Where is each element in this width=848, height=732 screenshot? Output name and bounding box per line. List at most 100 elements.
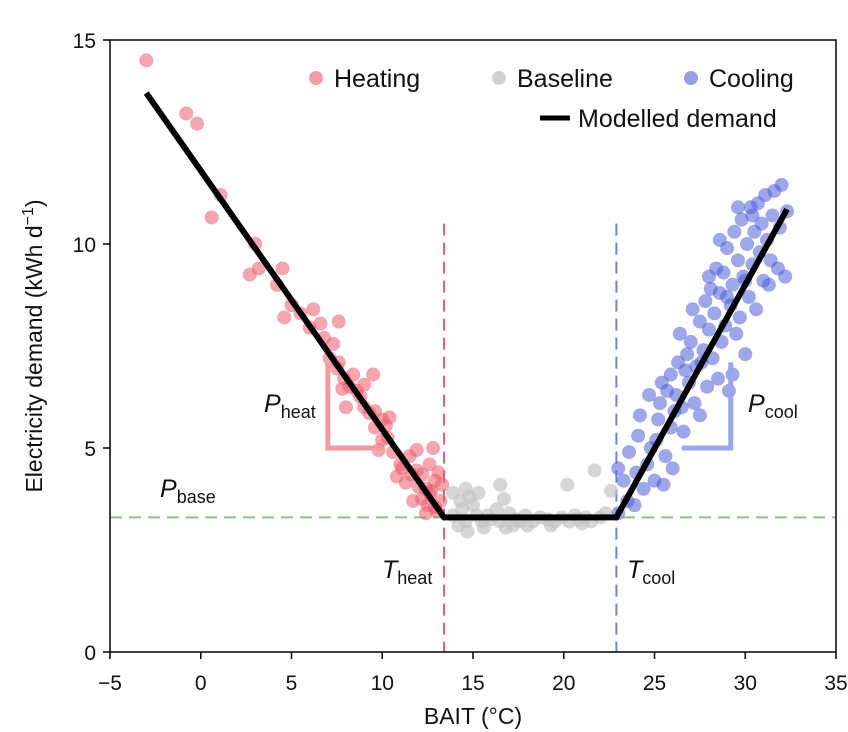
t-heat-sub: heat [397,568,432,588]
cooling-point [712,232,727,247]
y-tick-label: 5 [84,438,96,461]
cooling-point [730,253,745,268]
legend-item-cooling[interactable]: Cooling [684,65,794,93]
p-heat-main: P [264,390,281,418]
heating-point [306,302,321,317]
cooling-point [656,477,671,492]
baseline-point [544,518,559,533]
p-cool-main: P [748,390,765,418]
y-axis-title-sup: −1 [20,207,37,225]
x-axis-title: BAIT (°C) [424,703,522,729]
cooling-point [654,375,669,390]
cooling-point [651,412,666,427]
baseline-point [560,477,575,492]
cooling-point [778,269,793,284]
heating-point [422,457,437,472]
cooling-point [616,473,631,488]
heating-point [313,316,328,331]
x-tick-label: −5 [98,672,122,695]
cooling-point [701,322,716,337]
cooling-point [685,302,700,317]
x-tick-label: 30 [734,672,757,695]
cooling-point [665,461,680,476]
heating-point [338,400,353,415]
cooling-point [730,200,745,215]
y-axis-title: Electricity demand (kWh d−1) [20,199,47,492]
heating-point [426,441,441,455]
heating-point [204,210,219,225]
heating-point [139,53,154,68]
cooling-point [707,306,722,321]
cooling-point [687,396,702,411]
p-cool-sub: cool [765,402,798,422]
x-tick-label: 15 [461,672,484,695]
heating-point [275,261,290,276]
heating-point [179,106,194,121]
x-tick-label: 35 [824,672,847,695]
heating-point [366,367,381,382]
legend-item-modelled[interactable]: Modelled demand [540,105,777,133]
heating-point [431,465,446,480]
cooling-point [727,224,742,239]
legend-cooling-label: Cooling [709,65,794,93]
x-tick-label: 20 [552,672,575,695]
baseline-point [460,524,475,539]
slope-brackets [325,362,734,451]
baseline-point [496,492,511,506]
legend-modelled-label: Modelled demand [578,105,777,133]
cooling-point [642,387,657,402]
legend-heating-marker [309,71,323,85]
y-tick-label: 0 [84,642,96,665]
t-heat-main: T [382,556,399,584]
cooling-point [692,408,707,423]
legend-heating-label: Heating [334,65,420,93]
cooling-point [676,424,691,439]
cooling-point [658,449,673,464]
p-cool-annotation: Pcool [748,390,798,422]
heating-point [277,310,292,325]
heating-point [418,506,433,521]
p-base-annotation: Pbase [160,475,216,507]
t-cool-sub: cool [642,568,675,588]
baseline-point [587,463,602,478]
baseline-point [476,520,491,535]
x-axis-ticks: −5 0 5 10 15 20 25 30 35 [98,652,848,695]
cooling-point [740,237,755,251]
baseline-point [520,518,535,533]
x-tick-label: 5 [286,672,298,695]
baseline-point [493,477,508,492]
cooling-point [622,445,637,460]
y-axis-title-close: ) [21,199,47,207]
cooling-point [711,371,726,386]
baseline-point [603,483,618,498]
cooling-point [700,379,715,394]
heating-point [357,377,372,392]
p-base-main: P [160,475,177,503]
cooling-point [749,302,764,317]
heating-point [326,336,341,351]
p-heat-annotation: Pheat [264,390,316,422]
legend-item-heating[interactable]: Heating [309,65,420,93]
t-cool-main: T [627,556,644,584]
heating-point [409,443,424,458]
x-tick-label: 25 [643,672,666,695]
y-tick-label: 10 [73,234,96,257]
cooling-point [611,461,626,476]
cooling-point [754,216,769,231]
y-axis-ticks: 0 5 10 15 [73,30,110,665]
baseline-point [471,485,486,500]
cooling-point [698,294,713,309]
baseline-point [489,502,504,517]
cooling-point [701,269,716,284]
x-tick-label: 10 [371,672,394,695]
cooling-point [627,498,642,513]
cooling-point [672,326,687,341]
heating-point [242,267,257,282]
cooling-point [734,212,749,227]
cooling-point [678,363,693,378]
y-axis-title-main: Electricity demand (kWh d [21,225,47,492]
cooling-point [774,177,789,192]
t-heat-annotation: Theat [382,556,432,588]
legend-item-baseline[interactable]: Baseline [492,65,613,93]
